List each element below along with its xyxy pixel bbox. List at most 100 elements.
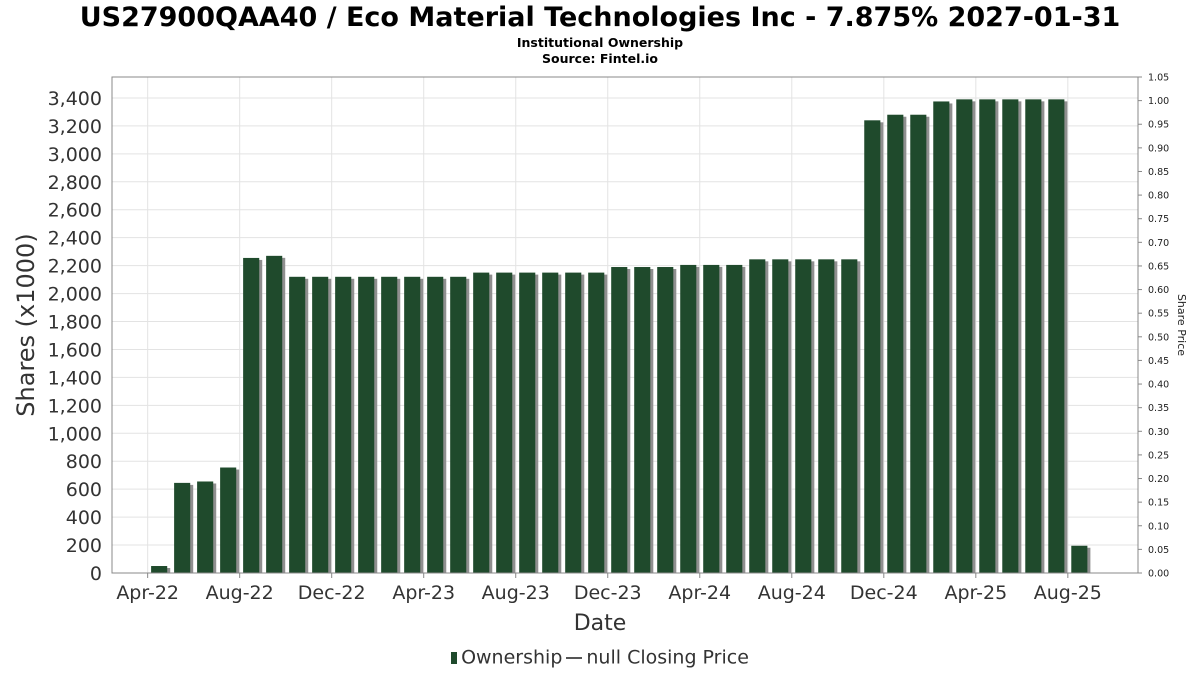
ownership-bar (197, 481, 214, 573)
y-tick-label: 0 (90, 563, 102, 585)
y2-tick-label: 0.50 (1148, 332, 1169, 343)
x-tick-label: Aug-23 (482, 582, 550, 604)
y-tick-label: 3,400 (48, 88, 102, 110)
ownership-bar (634, 267, 651, 573)
ownership-bar (726, 264, 743, 573)
y2-tick-label: 0.20 (1148, 474, 1169, 485)
ownership-bar (588, 272, 605, 573)
y2-tick-label: 0.15 (1148, 498, 1169, 509)
y2-tick-label: 0.90 (1148, 143, 1169, 154)
chart-title: US27900QAA40 / Eco Material Technologies… (79, 2, 1121, 33)
y2-tick-label: 0.85 (1148, 167, 1169, 178)
ownership-legend-label: Ownership (461, 646, 563, 669)
y2-tick-label: 0.95 (1148, 120, 1169, 131)
y2-tick-label: 1.05 (1148, 73, 1169, 84)
ownership-bar (1002, 99, 1019, 574)
ownership-bar (864, 120, 881, 573)
ownership-bar (542, 272, 559, 573)
y-tick-label: 1,200 (48, 395, 102, 417)
ownership-bar (772, 259, 789, 573)
y2-tick-label: 0.00 (1148, 569, 1169, 580)
x-tick-label: Dec-23 (574, 582, 642, 604)
ownership-bar (680, 264, 697, 573)
ownership-bar (174, 482, 191, 573)
x-tick-label: Apr-25 (944, 582, 1007, 604)
ownership-bar (220, 467, 237, 573)
ownership-bar (933, 101, 950, 573)
y-tick-label: 2,600 (48, 200, 102, 222)
y2-tick-label: 0.05 (1148, 545, 1169, 556)
chart-subtitle: Institutional Ownership (516, 35, 684, 50)
y-tick-label: 2,800 (48, 172, 102, 194)
x-tick-label: Dec-24 (850, 582, 918, 604)
plot-border (111, 76, 1139, 574)
ownership-bar (979, 99, 996, 574)
y-axis-title: Shares (x1000) (12, 233, 40, 416)
y-tick-label: 2,400 (48, 228, 102, 250)
y-tick-label: 1,800 (48, 312, 102, 334)
ownership-bar (1048, 99, 1065, 574)
y2-tick-label: 0.70 (1148, 238, 1169, 249)
x-tick-label: Apr-23 (392, 582, 455, 604)
ownership-bar (565, 272, 582, 573)
ownership-bar (289, 276, 306, 573)
x-tick-label: Aug-24 (758, 582, 826, 604)
y-tick-label: 400 (66, 507, 102, 529)
price-legend-label: null Closing Price (586, 646, 749, 669)
chart-source: Source: Fintel.io (542, 51, 658, 66)
y2-tick-label: 0.60 (1148, 285, 1169, 296)
ownership-bar (266, 255, 283, 574)
ownership-bar (956, 99, 973, 574)
ownership-bar (496, 272, 513, 573)
y2-tick-label: 0.10 (1148, 521, 1169, 532)
ownership-bar (473, 272, 490, 573)
y-tick-label: 3,200 (48, 116, 102, 138)
x-tick-label: Apr-22 (116, 582, 179, 604)
y-tick-label: 600 (66, 479, 102, 501)
x-tick-label: Aug-22 (206, 582, 274, 604)
ownership-bar (450, 276, 467, 573)
y2-tick-label: 0.30 (1148, 427, 1169, 438)
ownership-bar (887, 114, 904, 574)
ownership-bar (795, 259, 812, 573)
y-tick-label: 200 (66, 535, 102, 557)
ownership-bar (404, 276, 421, 573)
y-tick-label: 2,200 (48, 256, 102, 278)
x-tick-label: Dec-22 (298, 582, 366, 604)
y2-tick-label: 0.45 (1148, 356, 1169, 367)
ownership-bar (427, 276, 444, 573)
ownership-bar (519, 272, 536, 573)
y-tick-label: 800 (66, 451, 102, 473)
ownership-bar (841, 259, 858, 573)
ownership-bar (657, 267, 674, 573)
ownership-bar (358, 276, 375, 573)
ownership-bar (703, 264, 720, 573)
ownership-legend-swatch (451, 651, 458, 664)
y2-tick-label: 0.75 (1148, 214, 1169, 225)
price-legend-swatch (566, 656, 583, 659)
x-tick-label: Aug-25 (1034, 582, 1102, 604)
x-axis-title: Date (574, 611, 627, 636)
ownership-bar (611, 267, 628, 573)
ownership-bar (243, 257, 260, 573)
ownership-bar (749, 259, 766, 573)
ownership-bar (910, 114, 927, 574)
ownership-bar (151, 566, 168, 573)
ownership-bar (818, 259, 835, 573)
ownership-bar (335, 276, 352, 573)
y2-axis-title: Share Price (1175, 294, 1188, 356)
chart-legend: Ownership null Closing Price (0, 646, 1200, 669)
ownership-bar (312, 276, 329, 573)
y2-tick-label: 0.40 (1148, 380, 1169, 391)
ownership-bar (1025, 99, 1042, 574)
y-tick-label: 1,600 (48, 339, 102, 361)
y2-tick-label: 1.00 (1148, 96, 1169, 107)
y2-tick-label: 0.55 (1148, 309, 1169, 320)
x-tick-label: Apr-24 (668, 582, 731, 604)
y2-tick-label: 0.35 (1148, 403, 1169, 414)
y-tick-label: 2,000 (48, 284, 102, 306)
y2-tick-label: 0.65 (1148, 261, 1169, 272)
y-tick-label: 3,000 (48, 144, 102, 166)
ownership-bar (381, 276, 398, 573)
